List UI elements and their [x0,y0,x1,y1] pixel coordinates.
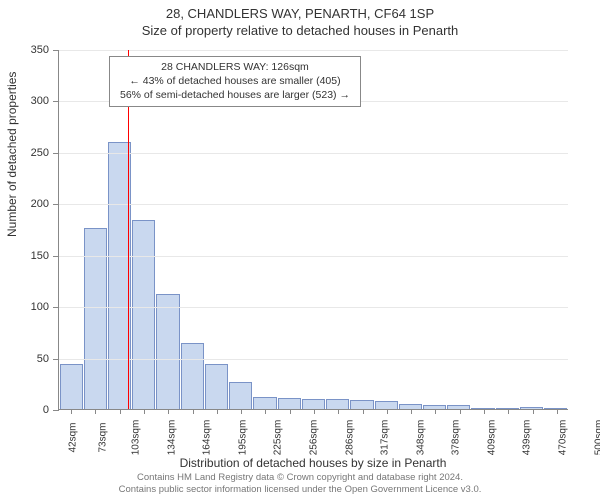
x-tick-label: 348sqm [415,420,426,456]
footnote-line-1: Contains HM Land Registry data © Crown c… [0,472,600,484]
page-subtitle: Size of property relative to detached ho… [0,23,600,38]
x-labels: 42sqm73sqm103sqm134sqm164sqm195sqm225sqm… [58,410,568,421]
gridline [59,307,568,308]
bar [156,294,179,409]
bar [350,400,373,409]
bar [520,407,543,409]
page-title: 28, CHANDLERS WAY, PENARTH, CF64 1SP [0,6,600,21]
y-tick-label: 350 [31,44,59,56]
plot-area: 050100150200250300350 28 CHANDLERS WAY: … [58,50,568,410]
x-tick-label: 286sqm [344,420,355,456]
gridline [59,204,568,205]
gridline [59,256,568,257]
y-tick-label: 200 [31,198,59,210]
x-tick-label: 103sqm [130,420,141,456]
y-tick-label: 250 [31,147,59,159]
y-axis-title: Number of detached properties [5,72,19,237]
y-tick-label: 300 [31,95,59,107]
x-tick-label: 42sqm [68,422,79,452]
bar [278,398,301,409]
x-tick-label: 500sqm [593,420,600,456]
x-tick-label: 73sqm [98,422,109,452]
footnote-line-2: Contains public sector information licen… [0,484,600,496]
x-tick-label: 378sqm [451,420,462,456]
bar [205,364,228,409]
bar [326,399,349,409]
x-tick-label: 470sqm [557,420,568,456]
bar [132,220,155,409]
y-tick-label: 50 [37,353,59,365]
x-tick-label: 439sqm [522,420,533,456]
x-tick-label: 195sqm [237,420,248,456]
bar [375,401,398,409]
annotation-line-3: 56% of semi-detached houses are larger (… [120,88,350,102]
x-tick-label: 256sqm [308,420,319,456]
x-tick-label: 409sqm [486,420,497,456]
bar [229,382,252,409]
footnote: Contains HM Land Registry data © Crown c… [0,472,600,496]
bar [60,364,83,409]
annotation-line-2: ← 43% of detached houses are smaller (40… [120,74,350,88]
y-tick-label: 0 [43,404,59,416]
histogram-chart: 050100150200250300350 28 CHANDLERS WAY: … [58,50,568,410]
annotation-box: 28 CHANDLERS WAY: 126sqm ← 43% of detach… [109,56,361,107]
bar [181,343,204,409]
gridline [59,359,568,360]
x-tick-label: 134sqm [166,420,177,456]
bar [302,399,325,409]
y-tick-label: 150 [31,250,59,262]
y-tick-label: 100 [31,301,59,313]
x-tick-label: 225sqm [273,420,284,456]
x-tick-label: 317sqm [379,420,390,456]
gridline [59,50,568,51]
bar [253,397,276,409]
gridline [59,153,568,154]
x-axis-title: Distribution of detached houses by size … [180,456,447,470]
x-tick-label: 164sqm [201,420,212,456]
annotation-line-1: 28 CHANDLERS WAY: 126sqm [120,60,350,74]
bar [544,408,567,409]
